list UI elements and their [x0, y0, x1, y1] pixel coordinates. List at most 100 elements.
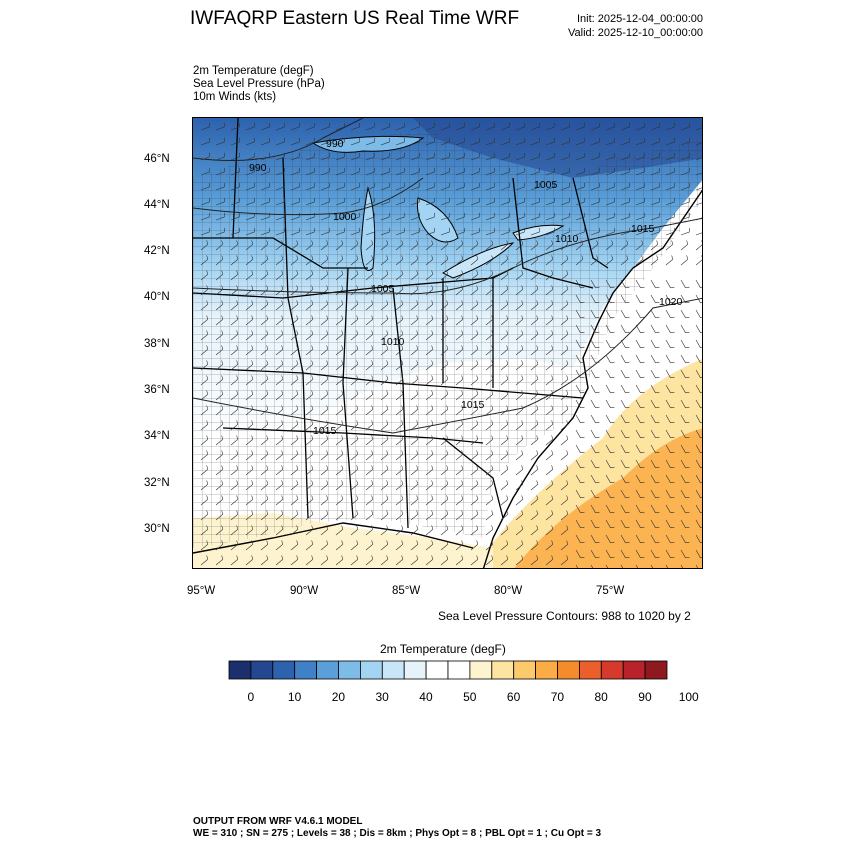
wind-barb-feather [401, 240, 404, 245]
wind-barb [560, 318, 569, 326]
wind-barb [290, 288, 299, 296]
wind-barb [260, 186, 270, 191]
colorbar-tick-label: 20 [331, 690, 346, 704]
wind-barb-feather [670, 541, 675, 544]
wind-barb-feather [461, 540, 464, 545]
wind-barb-feather [386, 300, 389, 305]
wind-barb [395, 141, 405, 146]
wind-barb-feather [341, 285, 344, 290]
wind-barb [380, 408, 389, 416]
wind-barb [305, 468, 314, 476]
wind-barb-feather [356, 495, 359, 500]
wind-barb [320, 333, 329, 341]
wind-barb-feather [536, 330, 539, 335]
wind-barb [380, 303, 389, 311]
wind-barb-feather [281, 405, 284, 410]
wind-barb-feather [326, 480, 329, 485]
wind-barb [665, 384, 671, 393]
wind-barb-feather [266, 300, 269, 305]
wind-barb [665, 444, 671, 453]
wind-barb-feather [625, 301, 630, 304]
wind-barb-feather [221, 390, 224, 395]
wind-barb [575, 258, 584, 266]
wind-barb [410, 378, 419, 386]
wind-barb-feather [670, 376, 675, 379]
wind-barb-feather [326, 270, 329, 275]
lon-label: 90°W [290, 585, 319, 597]
wind-barb [380, 273, 389, 281]
wind-barb [650, 519, 656, 528]
wind-barb-feather [281, 480, 284, 485]
wind-barb [500, 231, 510, 236]
wind-barb-feather [251, 420, 254, 425]
wind-barb [350, 558, 359, 566]
wind-barb-feather [431, 480, 434, 485]
wind-barb [635, 258, 644, 266]
wind-barb [695, 444, 701, 453]
wind-barb [335, 408, 344, 416]
wind-barb-feather [446, 465, 449, 470]
wind-barb [350, 258, 359, 266]
wind-barb-feather [416, 360, 419, 365]
wind-barb [335, 528, 344, 536]
wind-barb-feather [670, 526, 675, 529]
wind-barb-feather [461, 435, 464, 440]
wind-barb [365, 231, 375, 236]
wind-barb [200, 141, 210, 146]
wind-barb [245, 408, 254, 416]
wind-barb [680, 258, 689, 266]
wind-barb-feather [386, 435, 389, 440]
wind-barb [215, 171, 225, 176]
wind-barb [350, 186, 360, 191]
wind-barb-feather [221, 330, 224, 335]
wind-barb [230, 303, 239, 311]
wind-barb [275, 201, 285, 206]
wind-barb-feather [266, 270, 269, 275]
wind-barb [365, 453, 374, 461]
wind-barb [320, 543, 329, 551]
wind-barb-feather [326, 390, 329, 395]
wind-barb-feather [296, 525, 299, 530]
wind-barb [530, 363, 539, 371]
wind-barb-feather [251, 360, 254, 365]
wind-barb-feather [236, 435, 239, 440]
wind-barb [575, 369, 581, 378]
wind-barb-feather [206, 525, 209, 530]
wind-barb-feather [625, 421, 630, 424]
wind-barb [665, 534, 671, 543]
wind-barb [425, 378, 434, 386]
wind-barb-feather [431, 360, 434, 365]
wind-barb [260, 126, 270, 131]
wind-barb-feather [536, 465, 539, 470]
wind-barb [560, 453, 569, 461]
wind-barb [335, 318, 344, 326]
wind-barb-feather [416, 540, 419, 545]
wind-barb-feather [566, 285, 569, 290]
wind-barb [425, 408, 434, 416]
wind-barb [650, 231, 660, 236]
wind-barb-feather [371, 540, 374, 545]
wind-barb-feather [296, 420, 299, 425]
wind-barb [650, 243, 659, 251]
wind-barb [200, 408, 209, 416]
wind-barb-feather [700, 512, 702, 514]
wind-barb [605, 126, 615, 131]
wind-barb-feather [566, 540, 569, 545]
wind-barb [380, 378, 389, 386]
wind-barb [365, 483, 374, 491]
wind-barb-feather [386, 495, 389, 500]
wind-barb [515, 483, 524, 491]
wind-barb [230, 243, 239, 251]
wind-barb-feather [416, 240, 419, 245]
wind-barb-feather [595, 301, 600, 304]
wind-barb [695, 202, 702, 206]
wind-barb [470, 513, 479, 521]
wind-barb [260, 483, 269, 491]
wind-barb [635, 549, 641, 558]
wind-barb-feather [356, 300, 359, 305]
wind-barb [350, 126, 360, 131]
colorbar-swatch [403, 660, 427, 680]
wind-barb [500, 201, 510, 206]
wind-barb-feather [670, 406, 675, 409]
wind-barb [350, 528, 359, 536]
